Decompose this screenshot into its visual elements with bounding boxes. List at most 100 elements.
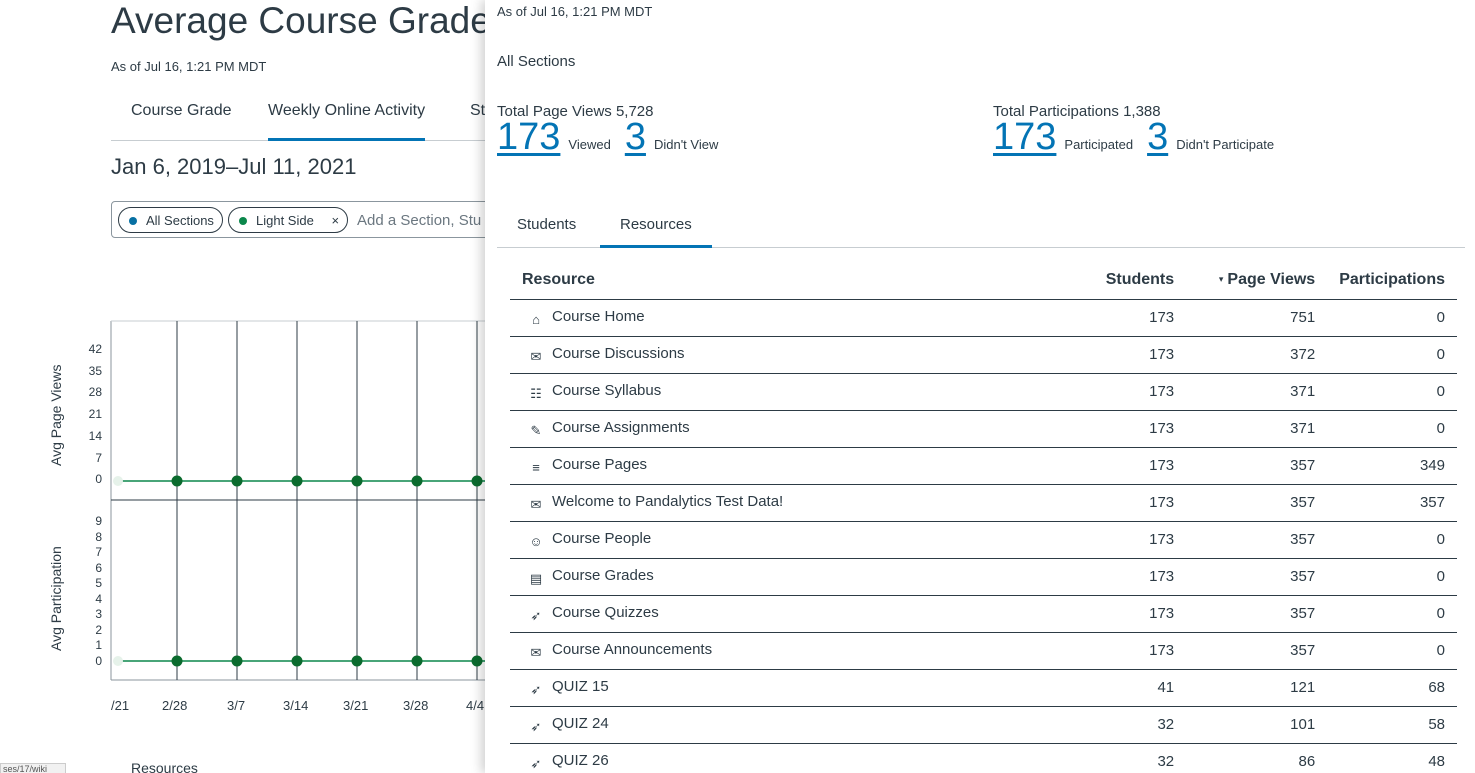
table-row[interactable]: ☷ Course Syllabus 173 371 0	[510, 373, 1457, 411]
participations-cell: 0	[1327, 595, 1457, 633]
table-row[interactable]: ➶ QUIZ 26 32 86 48	[510, 743, 1457, 773]
resource-cell[interactable]: ✉ Welcome to Pandalytics Test Data!	[510, 484, 1058, 522]
status-url: ses/17/wiki	[0, 763, 66, 773]
table-row[interactable]: ➶ Course Quizzes 173 357 0	[510, 595, 1457, 633]
y-tick-label: 14	[88, 428, 102, 443]
col-students[interactable]: Students	[1057, 262, 1187, 300]
discussion-icon: ✉	[530, 348, 542, 364]
resource-name: QUIZ 26	[552, 751, 609, 769]
home-icon: ⌂	[532, 311, 540, 327]
y-tick-label: 2	[95, 622, 102, 637]
tab-resources[interactable]: Resources	[600, 216, 712, 248]
table-row[interactable]: ⌂ Course Home 173 751 0	[510, 299, 1457, 337]
table-row[interactable]: ✉ Course Announcements 173 357 0	[510, 632, 1457, 670]
page-views-point	[411, 475, 423, 487]
total-participations: Total Participations 1,388	[993, 103, 1161, 120]
resource-cell[interactable]: ≡ Course Pages	[510, 447, 1058, 485]
participations-cell: 349	[1327, 447, 1457, 485]
resource-cell[interactable]: ➶ Course Quizzes	[510, 595, 1058, 633]
table-row[interactable]: ▤ Course Grades 173 357 0	[510, 558, 1457, 596]
table-row[interactable]: ✎ Course Assignments 173 371 0	[510, 410, 1457, 448]
page-views-cell: 357	[1186, 447, 1328, 485]
document-icon: ≡	[532, 459, 540, 475]
col-participations[interactable]: Participations	[1327, 262, 1457, 300]
resource-name: Course People	[552, 529, 652, 547]
resource-cell[interactable]: ☷ Course Syllabus	[510, 373, 1058, 411]
resource-cell[interactable]: ▤ Course Grades	[510, 558, 1058, 596]
participation-point	[351, 655, 363, 667]
page-views-cell: 101	[1186, 706, 1328, 744]
page-views-summary: Total Page Views 5,728 173 Viewed 3 Didn…	[497, 103, 732, 159]
table-row[interactable]: ➶ QUIZ 24 32 101 58	[510, 706, 1457, 744]
table-row[interactable]: ✉ Welcome to Pandalytics Test Data! 173 357…	[510, 484, 1457, 522]
participations-cell: 68	[1327, 669, 1457, 707]
table-row[interactable]: ✉ Course Discussions 173 372 0	[510, 336, 1457, 374]
y-tick-label: 9	[95, 514, 102, 528]
y-tick-label: 0	[95, 472, 102, 487]
page-views-cell: 751	[1186, 299, 1328, 337]
participations-cell: 0	[1327, 299, 1457, 337]
participations-cell: 357	[1327, 484, 1457, 522]
page-views-point	[291, 475, 303, 487]
participated-count-link[interactable]: 173	[993, 116, 1057, 158]
remove-icon[interactable]: ×	[331, 213, 340, 228]
y-tick-label: 4	[95, 591, 102, 606]
tab-students[interactable]: St	[470, 102, 486, 119]
resource-name: QUIZ 24	[552, 714, 609, 732]
assignment-icon: ✎	[530, 422, 542, 438]
students-cell: 32	[1057, 706, 1187, 744]
tab-course-grade[interactable]: Course Grade	[131, 102, 232, 119]
resource-cell[interactable]: ✉ Course Announcements	[510, 632, 1058, 670]
activity-chart	[110, 320, 490, 681]
page-views-cell: 357	[1186, 595, 1328, 633]
resource-cell[interactable]: ✉ Course Discussions	[510, 336, 1058, 374]
total-page-views: Total Page Views 5,728	[497, 103, 654, 120]
table-row[interactable]: ≡ Course Pages 173 357 349	[510, 447, 1457, 485]
chip-all-sections[interactable]: All Sections	[118, 207, 223, 233]
y-tick-label: 0	[95, 653, 102, 668]
resource-cell[interactable]: ➶ QUIZ 15	[510, 669, 1058, 707]
panel-tab-bar: Students Resources	[497, 200, 1465, 248]
resource-name: QUIZ 15	[552, 677, 609, 695]
table-row[interactable]: ➶ QUIZ 15 41 121 68	[510, 669, 1457, 707]
panel-section-name: All Sections	[497, 53, 576, 70]
y-tick-label: 42	[88, 342, 102, 356]
resource-cell[interactable]: ➶ QUIZ 24	[510, 706, 1058, 744]
resource-cell[interactable]: ➶ QUIZ 26	[510, 743, 1058, 773]
viewed-count-link[interactable]: 173	[497, 116, 561, 158]
didnt-view-label: Didn't View	[653, 137, 719, 152]
quiz-icon: ➶	[530, 681, 542, 697]
students-cell: 32	[1057, 743, 1187, 773]
resource-cell[interactable]: ✎ Course Assignments	[510, 410, 1058, 448]
didnt-view-count-link[interactable]: 3	[624, 116, 646, 158]
didnt-participate-count-link[interactable]: 3	[1147, 116, 1169, 158]
tab-weekly-online-activity[interactable]: Weekly Online Activity	[268, 102, 426, 141]
x-tick-label: 3/7	[227, 698, 246, 713]
participations-cell: 0	[1327, 336, 1457, 374]
y-tick-label: 7	[95, 545, 102, 559]
col-resource[interactable]: Resource	[510, 262, 1058, 300]
students-cell: 41	[1057, 669, 1187, 707]
resource-name: Course Assignments	[552, 418, 690, 436]
resource-cell[interactable]: ⌂ Course Home	[510, 299, 1058, 337]
table-header-row: Resource Students ▾ Page Views Participat…	[510, 262, 1457, 300]
resources-table: Resource Students ▾ Page Views Participat…	[510, 262, 1457, 773]
tab-students[interactable]: Students	[517, 216, 577, 233]
col-page-views[interactable]: ▾ Page Views	[1186, 262, 1328, 300]
x-tick-label: 4/4	[466, 698, 485, 713]
quiz-icon: ➶	[530, 755, 542, 771]
filter-input[interactable]: Add a Section, Stu	[357, 212, 482, 229]
chip-light-side[interactable]: Light Side ×	[228, 207, 349, 233]
section-filter[interactable]: All Sections Light Side × Add a Section,…	[111, 201, 491, 238]
x-tick-label: 3/14	[283, 698, 309, 713]
y-tick-label: 28	[88, 385, 102, 400]
didnt-participate-label: Didn't Participate	[1176, 137, 1275, 152]
page-views-point	[231, 475, 243, 487]
resource-cell[interactable]: ☺ Course People	[510, 521, 1058, 559]
table-row[interactable]: ☺ Course People 173 357 0	[510, 521, 1457, 559]
y-tick-label: 35	[88, 363, 102, 378]
participations-cell: 0	[1327, 632, 1457, 670]
chip-dot	[129, 217, 137, 225]
participation-point	[231, 655, 243, 667]
